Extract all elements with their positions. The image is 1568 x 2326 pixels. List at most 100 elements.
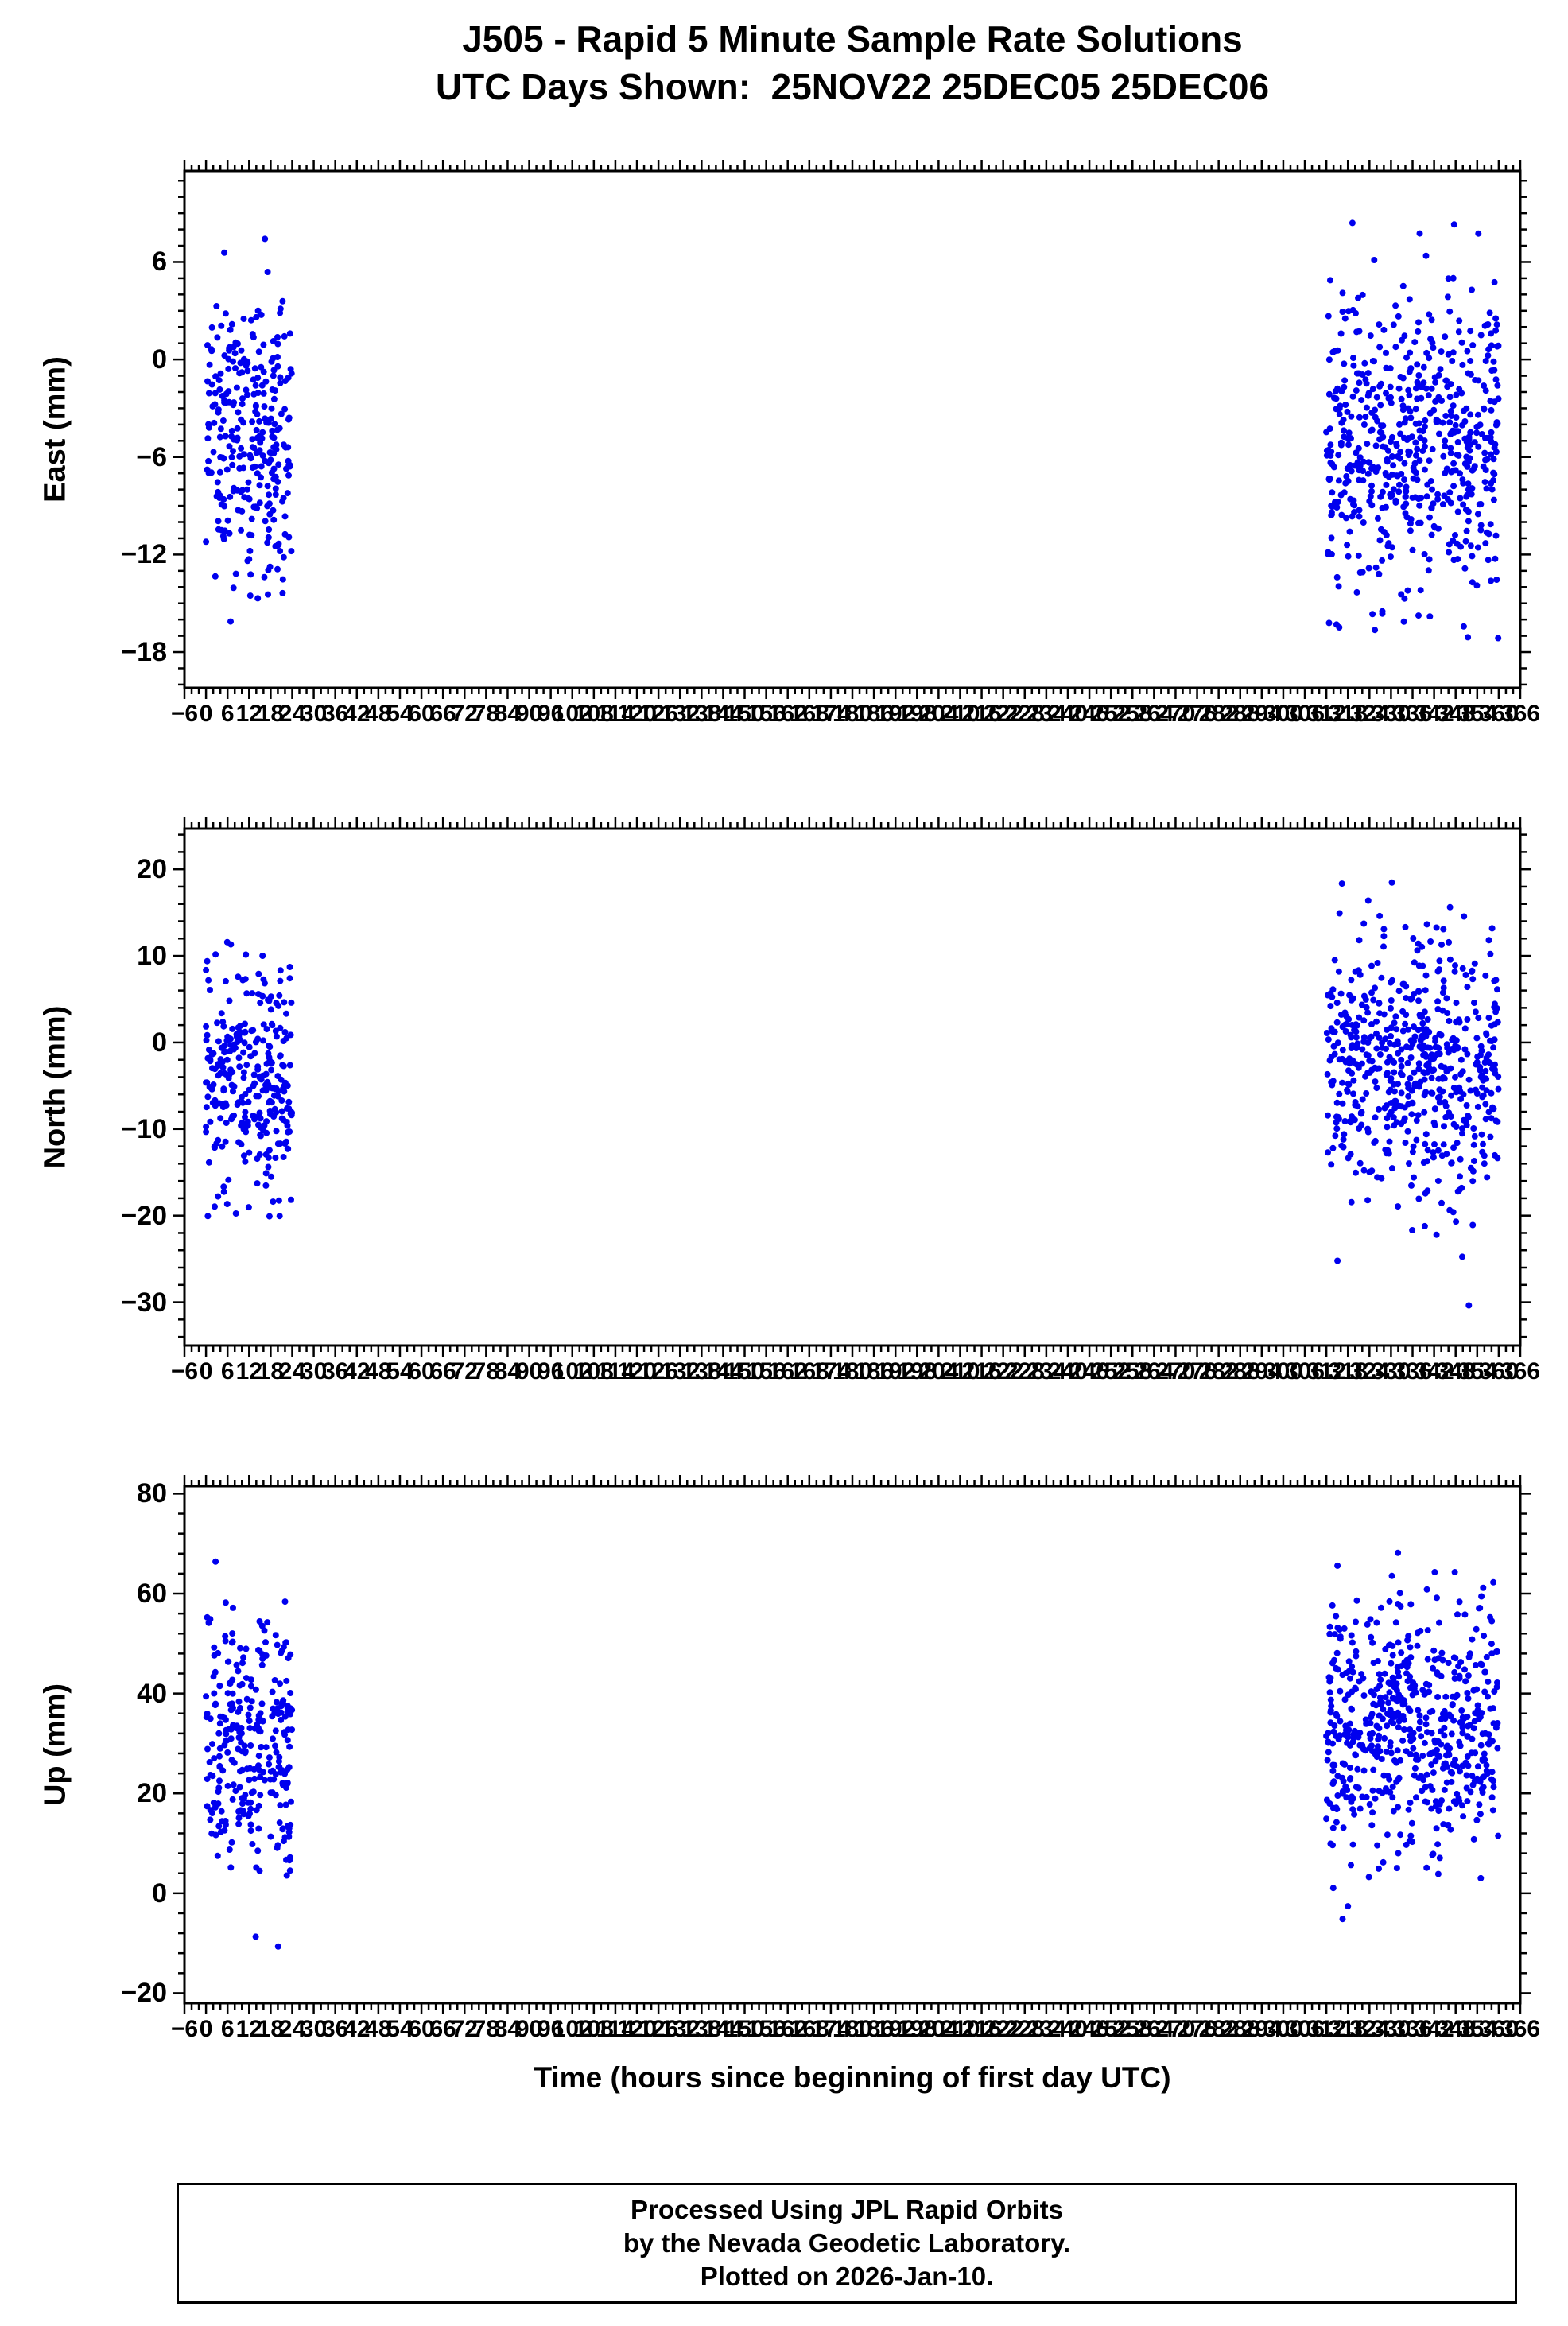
data-point xyxy=(1409,1148,1416,1155)
x-tick-label: 174 xyxy=(810,2016,851,2042)
x-tick-label: 180 xyxy=(832,1358,873,1384)
data-point xyxy=(1379,1044,1386,1051)
data-point xyxy=(1369,1748,1376,1755)
x-tick-label: 252 xyxy=(1091,701,1131,727)
data-point xyxy=(1334,385,1341,392)
data-point xyxy=(1457,1096,1465,1102)
data-point xyxy=(270,372,277,379)
data-point xyxy=(1434,1671,1442,1678)
x-tick-label: 90 xyxy=(515,701,543,727)
data-point xyxy=(246,1149,253,1156)
data-point xyxy=(1384,1831,1391,1839)
data-point xyxy=(1441,1064,1448,1071)
data-point xyxy=(1401,476,1407,483)
x-tick-label: 114 xyxy=(596,2016,635,2042)
data-point xyxy=(265,1050,272,1057)
data-point xyxy=(270,1198,277,1206)
data-point xyxy=(241,494,248,501)
data-point xyxy=(250,1027,257,1034)
data-point xyxy=(270,476,278,483)
data-point xyxy=(286,975,293,982)
data-point xyxy=(1401,1700,1408,1707)
data-point xyxy=(1407,1673,1414,1680)
x-tick-label: 72 xyxy=(451,2016,478,2042)
data-point xyxy=(1462,1678,1469,1685)
x-tick-label: 132 xyxy=(660,701,701,727)
data-point xyxy=(256,1718,263,1724)
data-point xyxy=(1446,1206,1454,1213)
data-point xyxy=(1452,532,1458,538)
data-point xyxy=(1491,1036,1498,1043)
data-point xyxy=(1447,445,1454,452)
data-point xyxy=(1388,997,1395,1004)
data-point xyxy=(219,393,226,399)
data-point xyxy=(1404,1128,1411,1135)
data-point xyxy=(1423,1771,1430,1778)
data-point xyxy=(216,1753,223,1760)
data-point xyxy=(1436,1854,1443,1862)
data-point xyxy=(1394,1038,1401,1045)
data-point xyxy=(1438,1741,1445,1748)
data-point xyxy=(1407,1044,1414,1051)
data-point xyxy=(1467,411,1474,418)
data-point xyxy=(287,1690,294,1696)
data-point xyxy=(239,487,246,494)
data-point xyxy=(1353,387,1360,394)
data-point xyxy=(272,1155,279,1161)
data-point xyxy=(266,1761,273,1768)
data-point xyxy=(1403,983,1410,990)
data-point xyxy=(1405,435,1412,441)
data-point xyxy=(258,474,264,481)
data-point xyxy=(1464,1016,1471,1023)
x-tick-label: 12 xyxy=(235,2016,262,2042)
data-point xyxy=(269,386,276,393)
x-tick-label: 12 xyxy=(235,701,262,727)
data-point xyxy=(1438,941,1445,948)
data-point xyxy=(1446,308,1454,315)
data-point xyxy=(1388,977,1395,984)
data-point xyxy=(274,1705,281,1712)
data-point xyxy=(1328,534,1335,542)
data-point xyxy=(1450,1717,1457,1724)
data-point xyxy=(1430,344,1437,351)
x-tick-label: 78 xyxy=(472,2016,500,2042)
data-point xyxy=(1454,1188,1461,1195)
x-tick-label: 54 xyxy=(386,1358,413,1384)
data-point xyxy=(1469,1167,1477,1175)
data-point xyxy=(1341,360,1348,367)
data-point xyxy=(1329,986,1337,993)
data-point xyxy=(1348,1632,1355,1639)
x-tick-label: 102 xyxy=(552,701,592,727)
data-point xyxy=(1453,1800,1460,1808)
x-tick-label: 366 xyxy=(1500,2016,1541,2042)
data-point xyxy=(203,1128,210,1136)
data-point xyxy=(1368,426,1376,433)
data-point xyxy=(270,355,277,362)
data-point xyxy=(1460,623,1467,630)
data-point xyxy=(1325,313,1332,320)
data-point xyxy=(204,378,211,385)
data-point xyxy=(1416,457,1423,464)
data-point xyxy=(1359,1046,1366,1053)
data-point xyxy=(272,1742,278,1749)
data-point xyxy=(1489,1104,1496,1111)
data-point xyxy=(1465,1695,1472,1702)
data-point xyxy=(268,1173,275,1180)
data-point xyxy=(1353,1034,1360,1041)
data-point xyxy=(1337,1635,1344,1642)
data-point xyxy=(1391,1019,1398,1027)
x-tick-label: 72 xyxy=(451,1358,478,1384)
data-point xyxy=(217,1115,224,1122)
data-point xyxy=(1392,344,1399,351)
data-point xyxy=(1329,1144,1337,1151)
y-tick-label: 10 xyxy=(137,941,167,972)
data-point xyxy=(227,344,234,351)
x-tick-label: 186 xyxy=(854,1358,895,1384)
data-point xyxy=(1376,1865,1382,1872)
data-point xyxy=(1333,1099,1341,1106)
data-point xyxy=(1379,557,1386,564)
x-tick-label: 318 xyxy=(1328,701,1368,727)
data-point xyxy=(1436,1753,1443,1760)
data-point xyxy=(223,1056,231,1063)
y-tick-label: −18 xyxy=(121,637,167,668)
